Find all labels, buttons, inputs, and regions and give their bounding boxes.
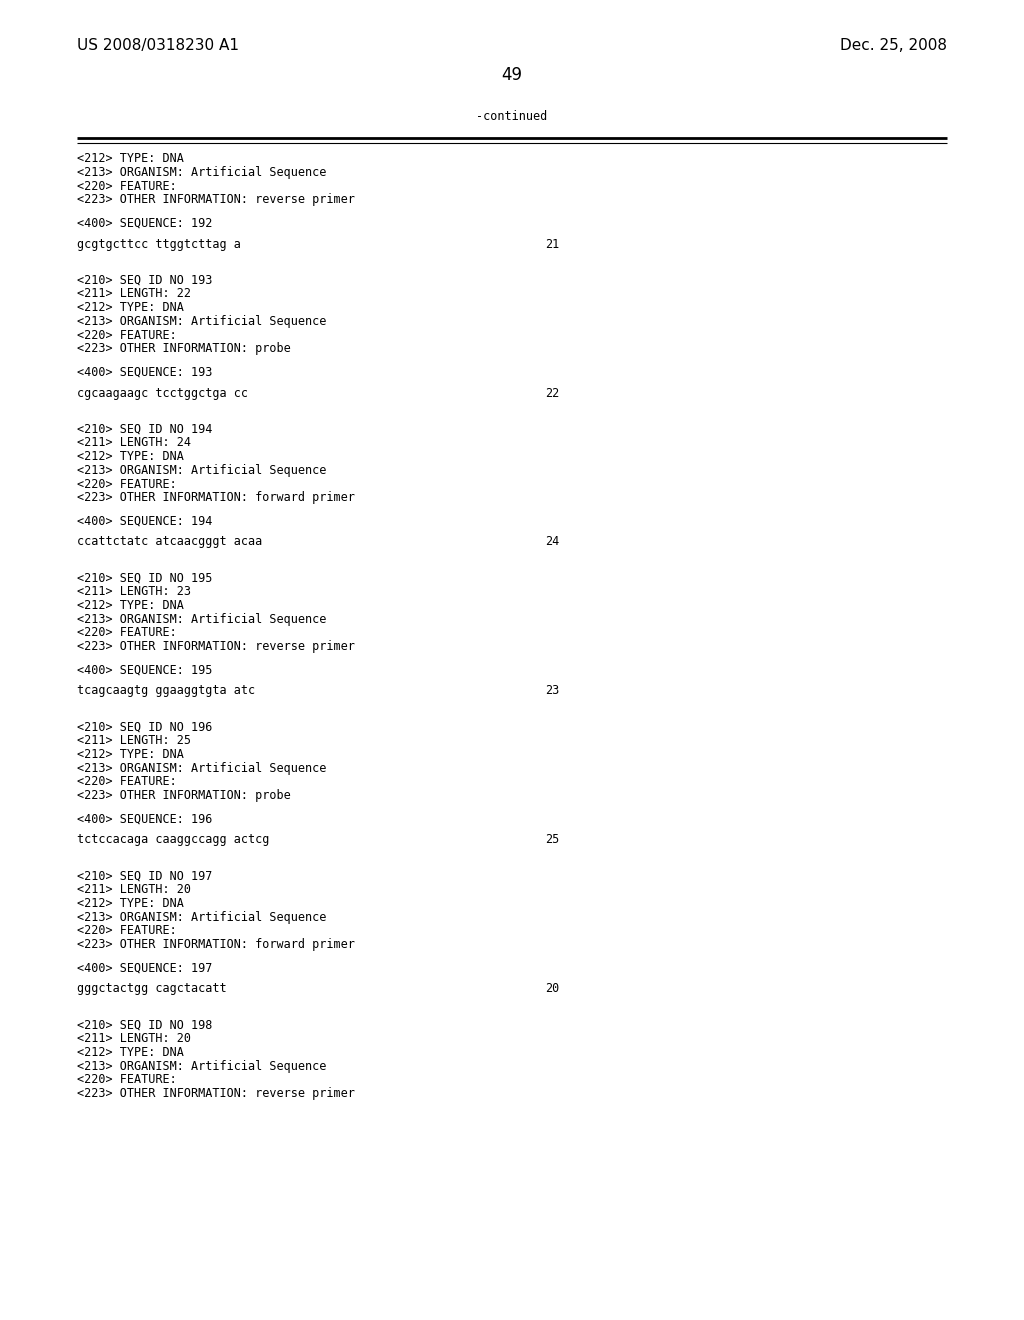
Text: <210> SEQ ID NO 198: <210> SEQ ID NO 198 [77,1018,212,1031]
Text: <212> TYPE: DNA: <212> TYPE: DNA [77,748,184,760]
Text: <213> ORGANISM: Artificial Sequence: <213> ORGANISM: Artificial Sequence [77,762,327,775]
Text: <220> FEATURE:: <220> FEATURE: [77,180,177,193]
Text: <220> FEATURE:: <220> FEATURE: [77,329,177,342]
Text: <213> ORGANISM: Artificial Sequence: <213> ORGANISM: Artificial Sequence [77,314,327,327]
Text: 25: 25 [545,833,559,846]
Text: <400> SEQUENCE: 197: <400> SEQUENCE: 197 [77,962,212,974]
Text: ccattctatc atcaacgggt acaa: ccattctatc atcaacgggt acaa [77,536,262,549]
Text: <223> OTHER INFORMATION: reverse primer: <223> OTHER INFORMATION: reverse primer [77,640,355,653]
Text: <220> FEATURE:: <220> FEATURE: [77,775,177,788]
Text: 22: 22 [545,387,559,400]
Text: -continued: -continued [476,110,548,123]
Text: <400> SEQUENCE: 195: <400> SEQUENCE: 195 [77,664,212,677]
Text: <213> ORGANISM: Artificial Sequence: <213> ORGANISM: Artificial Sequence [77,463,327,477]
Text: US 2008/0318230 A1: US 2008/0318230 A1 [77,38,239,53]
Text: <400> SEQUENCE: 194: <400> SEQUENCE: 194 [77,515,212,528]
Text: <223> OTHER INFORMATION: probe: <223> OTHER INFORMATION: probe [77,342,291,355]
Text: <211> LENGTH: 22: <211> LENGTH: 22 [77,288,191,300]
Text: <211> LENGTH: 20: <211> LENGTH: 20 [77,883,191,896]
Text: <220> FEATURE:: <220> FEATURE: [77,1073,177,1086]
Text: tctccacaga caaggccagg actcg: tctccacaga caaggccagg actcg [77,833,269,846]
Text: <210> SEQ ID NO 193: <210> SEQ ID NO 193 [77,273,212,286]
Text: cgcaagaagc tcctggctga cc: cgcaagaagc tcctggctga cc [77,387,248,400]
Text: <211> LENGTH: 25: <211> LENGTH: 25 [77,734,191,747]
Text: <223> OTHER INFORMATION: probe: <223> OTHER INFORMATION: probe [77,789,291,803]
Text: tcagcaagtg ggaaggtgta atc: tcagcaagtg ggaaggtgta atc [77,685,255,697]
Text: <212> TYPE: DNA: <212> TYPE: DNA [77,301,184,314]
Text: <212> TYPE: DNA: <212> TYPE: DNA [77,152,184,165]
Text: 23: 23 [545,685,559,697]
Text: <213> ORGANISM: Artificial Sequence: <213> ORGANISM: Artificial Sequence [77,166,327,178]
Text: 20: 20 [545,982,559,995]
Text: <400> SEQUENCE: 196: <400> SEQUENCE: 196 [77,813,212,826]
Text: <210> SEQ ID NO 196: <210> SEQ ID NO 196 [77,721,212,733]
Text: <223> OTHER INFORMATION: reverse primer: <223> OTHER INFORMATION: reverse primer [77,194,355,206]
Text: <220> FEATURE:: <220> FEATURE: [77,924,177,937]
Text: <212> TYPE: DNA: <212> TYPE: DNA [77,1045,184,1059]
Text: gggctactgg cagctacatt: gggctactgg cagctacatt [77,982,226,995]
Text: <223> OTHER INFORMATION: reverse primer: <223> OTHER INFORMATION: reverse primer [77,1088,355,1100]
Text: <211> LENGTH: 23: <211> LENGTH: 23 [77,585,191,598]
Text: <212> TYPE: DNA: <212> TYPE: DNA [77,450,184,463]
Text: <213> ORGANISM: Artificial Sequence: <213> ORGANISM: Artificial Sequence [77,1060,327,1073]
Text: gcgtgcttcc ttggtcttag a: gcgtgcttcc ttggtcttag a [77,238,241,251]
Text: <223> OTHER INFORMATION: forward primer: <223> OTHER INFORMATION: forward primer [77,939,355,952]
Text: <210> SEQ ID NO 197: <210> SEQ ID NO 197 [77,869,212,882]
Text: 24: 24 [545,536,559,549]
Text: <400> SEQUENCE: 193: <400> SEQUENCE: 193 [77,366,212,379]
Text: 21: 21 [545,238,559,251]
Text: <211> LENGTH: 20: <211> LENGTH: 20 [77,1032,191,1045]
Text: <220> FEATURE:: <220> FEATURE: [77,627,177,639]
Text: <212> TYPE: DNA: <212> TYPE: DNA [77,599,184,612]
Text: Dec. 25, 2008: Dec. 25, 2008 [840,38,947,53]
Text: <213> ORGANISM: Artificial Sequence: <213> ORGANISM: Artificial Sequence [77,911,327,924]
Text: <400> SEQUENCE: 192: <400> SEQUENCE: 192 [77,216,212,230]
Text: <220> FEATURE:: <220> FEATURE: [77,478,177,491]
Text: <211> LENGTH: 24: <211> LENGTH: 24 [77,436,191,449]
Text: 49: 49 [502,66,522,84]
Text: <223> OTHER INFORMATION: forward primer: <223> OTHER INFORMATION: forward primer [77,491,355,504]
Text: <212> TYPE: DNA: <212> TYPE: DNA [77,896,184,909]
Text: <213> ORGANISM: Artificial Sequence: <213> ORGANISM: Artificial Sequence [77,612,327,626]
Text: <210> SEQ ID NO 195: <210> SEQ ID NO 195 [77,572,212,585]
Text: <210> SEQ ID NO 194: <210> SEQ ID NO 194 [77,422,212,436]
